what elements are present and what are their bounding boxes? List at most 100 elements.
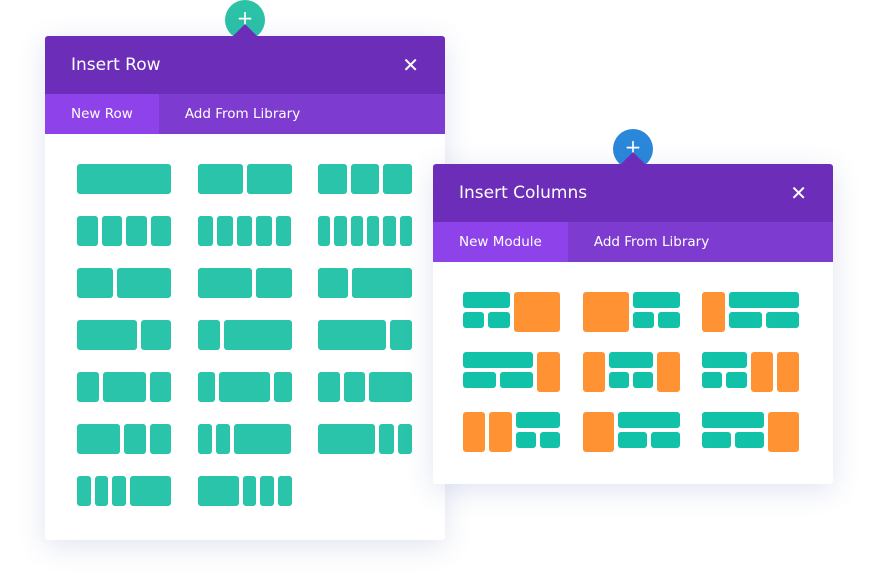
row-layout-option[interactable]	[197, 476, 292, 506]
column-block	[318, 268, 348, 298]
column-block	[149, 372, 171, 402]
row-layout-option[interactable]	[197, 372, 292, 402]
row-layout-option[interactable]	[197, 216, 292, 246]
column-block	[260, 476, 274, 506]
row-layout-option[interactable]	[318, 424, 412, 454]
full-width-row	[702, 412, 764, 428]
column-block	[149, 424, 171, 454]
nested-columns-block	[463, 352, 533, 392]
column-block	[197, 476, 239, 506]
tab-new-module[interactable]: New Module	[433, 222, 568, 262]
column-block	[318, 320, 386, 350]
column-block	[150, 216, 171, 246]
column-block	[255, 268, 292, 298]
half-column	[729, 312, 763, 328]
nested-columns-block	[702, 352, 747, 392]
row-layout-option[interactable]	[197, 424, 292, 454]
half-column	[658, 312, 680, 328]
specialty-layout-option[interactable]	[702, 352, 799, 392]
insert-row-header: Insert Row ✕	[45, 36, 445, 94]
column-block	[77, 320, 137, 350]
column-block	[77, 372, 99, 402]
full-width-row	[515, 412, 560, 428]
row-layout-option[interactable]	[318, 164, 413, 194]
half-column	[726, 372, 747, 388]
column-block	[318, 216, 331, 246]
row-layout-option[interactable]	[77, 476, 172, 506]
specialty-column-block	[489, 412, 512, 452]
column-block	[197, 216, 214, 246]
specialty-layout-option[interactable]	[582, 352, 680, 392]
specialty-layout-option[interactable]	[463, 292, 560, 332]
specialty-column-block	[582, 292, 629, 332]
row-layout-option[interactable]	[318, 320, 412, 350]
full-width-row	[608, 352, 654, 368]
half-column	[735, 432, 764, 448]
insert-row-panel: Insert Row ✕ New Row Add From Library	[45, 24, 445, 540]
column-block	[274, 372, 292, 402]
specialty-column-block	[657, 352, 680, 392]
full-width-row	[729, 292, 799, 308]
column-block	[256, 216, 272, 246]
column-block	[318, 424, 376, 454]
tab-new-row[interactable]: New Row	[45, 94, 159, 134]
column-block	[334, 216, 347, 246]
row-layout-option[interactable]	[197, 320, 292, 350]
nested-columns-block	[633, 292, 680, 332]
row-layout-option[interactable]	[77, 268, 171, 298]
specialty-layout-option[interactable]	[463, 412, 560, 452]
half-column	[633, 372, 654, 388]
column-block	[275, 216, 292, 246]
column-block	[126, 216, 147, 246]
half-column	[515, 432, 536, 448]
specialty-layout-option[interactable]	[702, 292, 799, 332]
specialty-column-block	[702, 292, 726, 332]
row-layout-option[interactable]	[197, 268, 292, 298]
column-block	[379, 424, 394, 454]
half-column	[617, 432, 647, 448]
half-column	[463, 312, 485, 328]
tab-add-from-library[interactable]: Add From Library	[184, 106, 301, 122]
half-column	[539, 432, 560, 448]
column-block	[352, 268, 412, 298]
column-block	[77, 216, 98, 246]
row-layout-option[interactable]	[77, 320, 171, 350]
nested-columns-block	[515, 412, 560, 452]
row-layout-option[interactable]	[318, 372, 412, 402]
column-block	[112, 476, 127, 506]
half-column	[702, 432, 731, 448]
column-block	[383, 216, 396, 246]
row-layout-option[interactable]	[318, 216, 412, 246]
column-block	[397, 424, 412, 454]
nested-columns-block	[617, 412, 680, 452]
row-layout-option[interactable]	[77, 424, 171, 454]
half-column	[499, 372, 533, 388]
specialty-layout-option[interactable]	[463, 352, 560, 392]
full-width-row	[617, 412, 680, 428]
close-icon[interactable]: ✕	[790, 181, 807, 205]
tab-add-from-library[interactable]: Add From Library	[593, 234, 710, 250]
column-block	[94, 476, 109, 506]
column-block	[318, 372, 340, 402]
specialty-column-block	[463, 412, 486, 452]
specialty-layout-option[interactable]	[582, 292, 680, 332]
row-layout-option[interactable]	[197, 164, 292, 194]
specialty-column-block	[536, 352, 560, 392]
column-block	[102, 372, 146, 402]
column-block	[141, 320, 171, 350]
row-layout-option[interactable]	[77, 164, 171, 194]
full-width-row	[463, 292, 510, 308]
column-block	[77, 268, 113, 298]
insert-columns-header: Insert Columns ✕	[433, 164, 833, 222]
column-block	[197, 320, 220, 350]
specialty-layout-option[interactable]	[582, 412, 680, 452]
half-column	[766, 312, 799, 328]
half-column	[633, 312, 655, 328]
row-layout-option[interactable]	[77, 372, 171, 402]
row-layout-option[interactable]	[318, 268, 412, 298]
close-icon[interactable]: ✕	[402, 53, 419, 77]
column-block	[224, 320, 292, 350]
full-width-row	[463, 352, 533, 368]
specialty-layout-option[interactable]	[702, 412, 799, 452]
row-layout-option[interactable]	[77, 216, 171, 246]
